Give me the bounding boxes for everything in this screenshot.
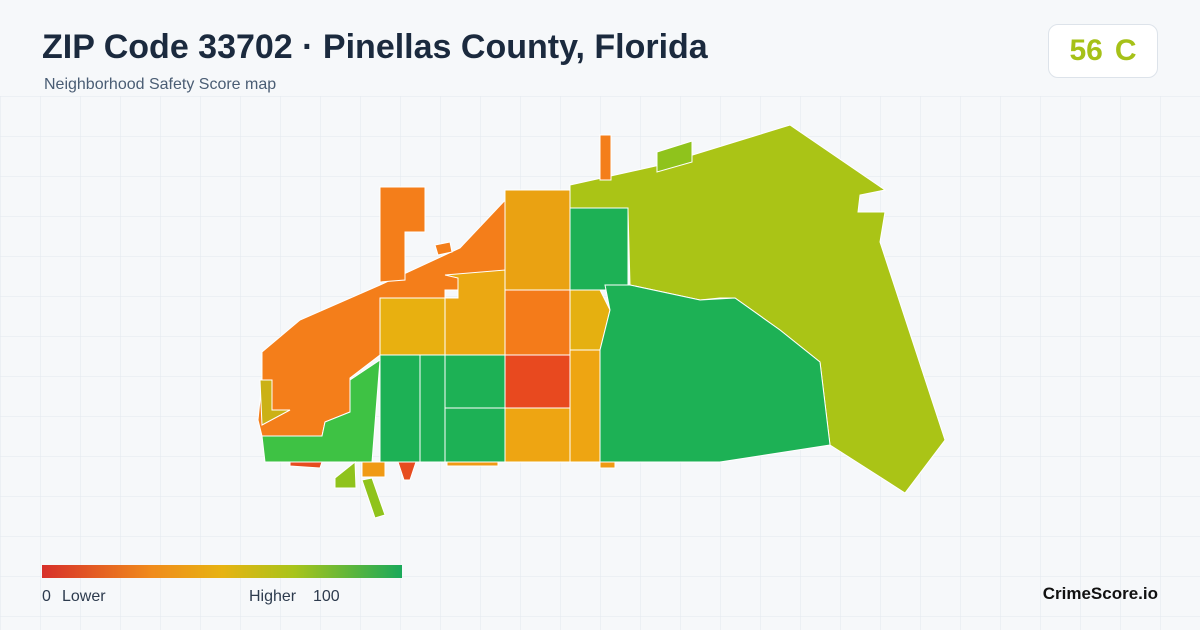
area	[504, 189, 571, 291]
legend-scale	[42, 565, 402, 578]
score-badge: 56 C	[1048, 24, 1158, 78]
area	[334, 460, 357, 489]
area	[434, 241, 453, 256]
area	[259, 379, 291, 426]
area	[569, 207, 629, 291]
area	[379, 354, 421, 463]
subtitle: Neighborhood Safety Score map	[44, 76, 277, 93]
legend-min-label: Lower	[62, 588, 106, 605]
area	[599, 134, 612, 181]
score: 56	[1069, 34, 1103, 67]
map-areas	[257, 124, 946, 519]
area	[261, 359, 381, 463]
brand: CrimeScore.io	[1042, 584, 1158, 603]
area	[504, 407, 571, 463]
area	[504, 289, 571, 356]
area	[361, 461, 386, 478]
area	[397, 461, 417, 481]
legend-max-label: Higher	[249, 588, 297, 605]
area	[599, 461, 616, 469]
area	[569, 349, 601, 463]
area	[504, 354, 571, 409]
grade: C	[1114, 34, 1137, 67]
area	[599, 284, 831, 463]
area	[289, 461, 323, 469]
area	[361, 477, 386, 519]
area	[656, 140, 693, 173]
legend-max: 100	[313, 588, 340, 605]
area	[379, 297, 446, 356]
area	[446, 461, 499, 467]
area	[444, 407, 506, 463]
area	[419, 354, 446, 463]
title: ZIP Code 33702 · Pinellas County, Florid…	[42, 28, 708, 66]
area	[379, 186, 426, 283]
area	[444, 354, 506, 409]
legend-min: 0	[42, 588, 51, 605]
